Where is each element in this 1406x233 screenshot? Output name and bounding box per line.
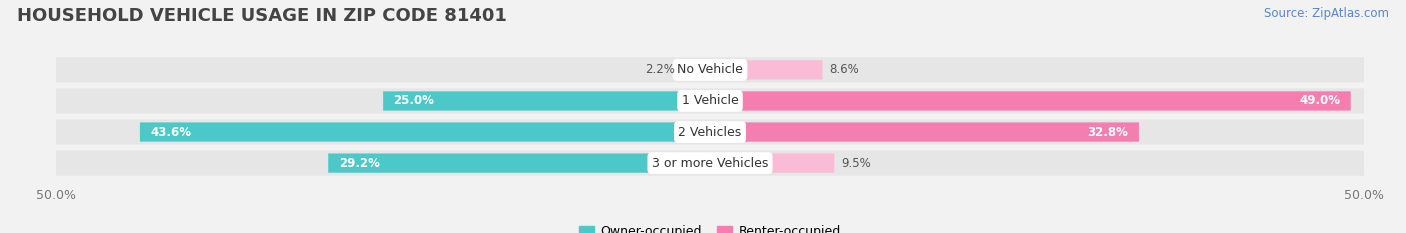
FancyBboxPatch shape bbox=[141, 122, 710, 142]
FancyBboxPatch shape bbox=[710, 122, 1139, 142]
Text: 2 Vehicles: 2 Vehicles bbox=[679, 126, 741, 139]
Text: 43.6%: 43.6% bbox=[150, 126, 191, 139]
FancyBboxPatch shape bbox=[56, 151, 1364, 176]
FancyBboxPatch shape bbox=[328, 154, 710, 173]
Legend: Owner-occupied, Renter-occupied: Owner-occupied, Renter-occupied bbox=[575, 220, 845, 233]
Text: No Vehicle: No Vehicle bbox=[678, 63, 742, 76]
FancyBboxPatch shape bbox=[56, 57, 1364, 82]
FancyBboxPatch shape bbox=[710, 154, 834, 173]
Text: 8.6%: 8.6% bbox=[830, 63, 859, 76]
Text: Source: ZipAtlas.com: Source: ZipAtlas.com bbox=[1264, 7, 1389, 20]
Text: 49.0%: 49.0% bbox=[1299, 94, 1340, 107]
FancyBboxPatch shape bbox=[56, 88, 1364, 113]
Text: HOUSEHOLD VEHICLE USAGE IN ZIP CODE 81401: HOUSEHOLD VEHICLE USAGE IN ZIP CODE 8140… bbox=[17, 7, 506, 25]
FancyBboxPatch shape bbox=[710, 60, 823, 79]
FancyBboxPatch shape bbox=[682, 60, 710, 79]
Text: 32.8%: 32.8% bbox=[1088, 126, 1129, 139]
Text: 9.5%: 9.5% bbox=[841, 157, 870, 170]
FancyBboxPatch shape bbox=[56, 120, 1364, 145]
Text: 25.0%: 25.0% bbox=[394, 94, 434, 107]
Text: 1 Vehicle: 1 Vehicle bbox=[682, 94, 738, 107]
FancyBboxPatch shape bbox=[710, 91, 1351, 111]
FancyBboxPatch shape bbox=[382, 91, 710, 111]
Text: 3 or more Vehicles: 3 or more Vehicles bbox=[652, 157, 768, 170]
Text: 29.2%: 29.2% bbox=[339, 157, 380, 170]
Text: 2.2%: 2.2% bbox=[645, 63, 675, 76]
